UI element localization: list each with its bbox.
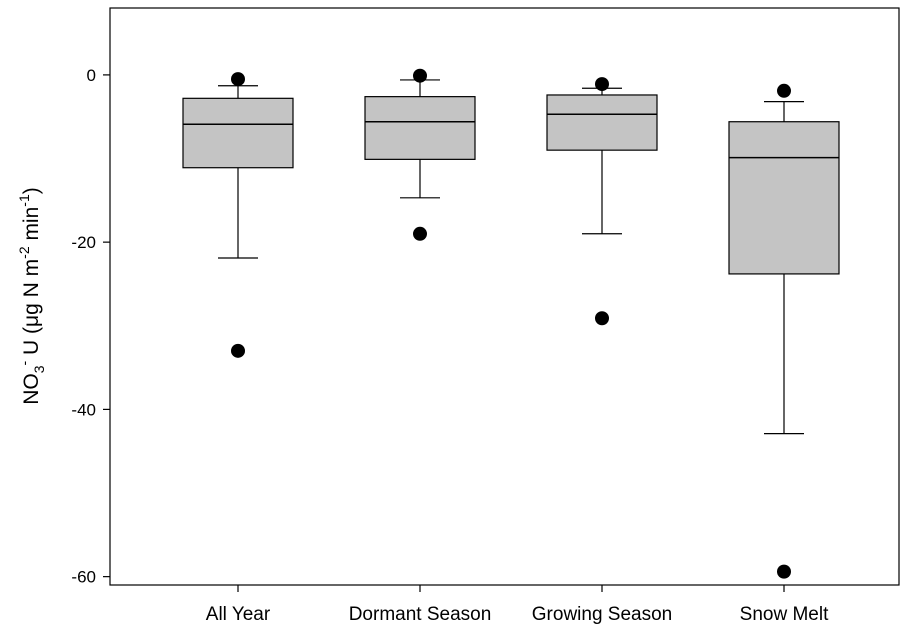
box <box>364 96 476 160</box>
y-axis-label-part: -1 <box>16 194 32 207</box>
y-axis-label-part: min <box>20 207 43 247</box>
y-axis-label-part: ) <box>20 187 43 194</box>
y-axis-label-part: NO <box>20 373 43 405</box>
x-tick-label: Growing Season <box>532 604 672 625</box>
y-tick-label: -20 <box>71 233 96 252</box>
outlier <box>777 564 791 579</box>
outlier <box>595 311 609 326</box>
box <box>728 121 840 275</box>
outlier <box>231 343 245 358</box>
y-axis-label: NO3- U (μg N m-2 min-1) <box>16 187 47 405</box>
y-axis-label-part: U (μg N m <box>20 259 43 361</box>
y-axis-label-part: - <box>16 360 32 365</box>
y-axis-label-part: 3 <box>31 365 47 373</box>
box <box>546 94 658 151</box>
x-tick-label: Dormant Season <box>349 604 492 625</box>
y-tick-label: 0 <box>87 66 96 85</box>
y-tick-label: -60 <box>71 568 96 587</box>
x-tick-label: Snow Melt <box>740 604 829 625</box>
outlier <box>413 68 427 83</box>
outlier <box>595 77 609 92</box>
outlier <box>231 72 245 87</box>
box <box>182 97 294 169</box>
y-axis-label-part: -2 <box>16 246 32 259</box>
outlier <box>777 83 791 98</box>
outlier <box>413 226 427 241</box>
x-tick-label: All Year <box>206 604 271 625</box>
y-tick-label: -40 <box>71 400 96 419</box>
plot-frame <box>109 7 900 586</box>
